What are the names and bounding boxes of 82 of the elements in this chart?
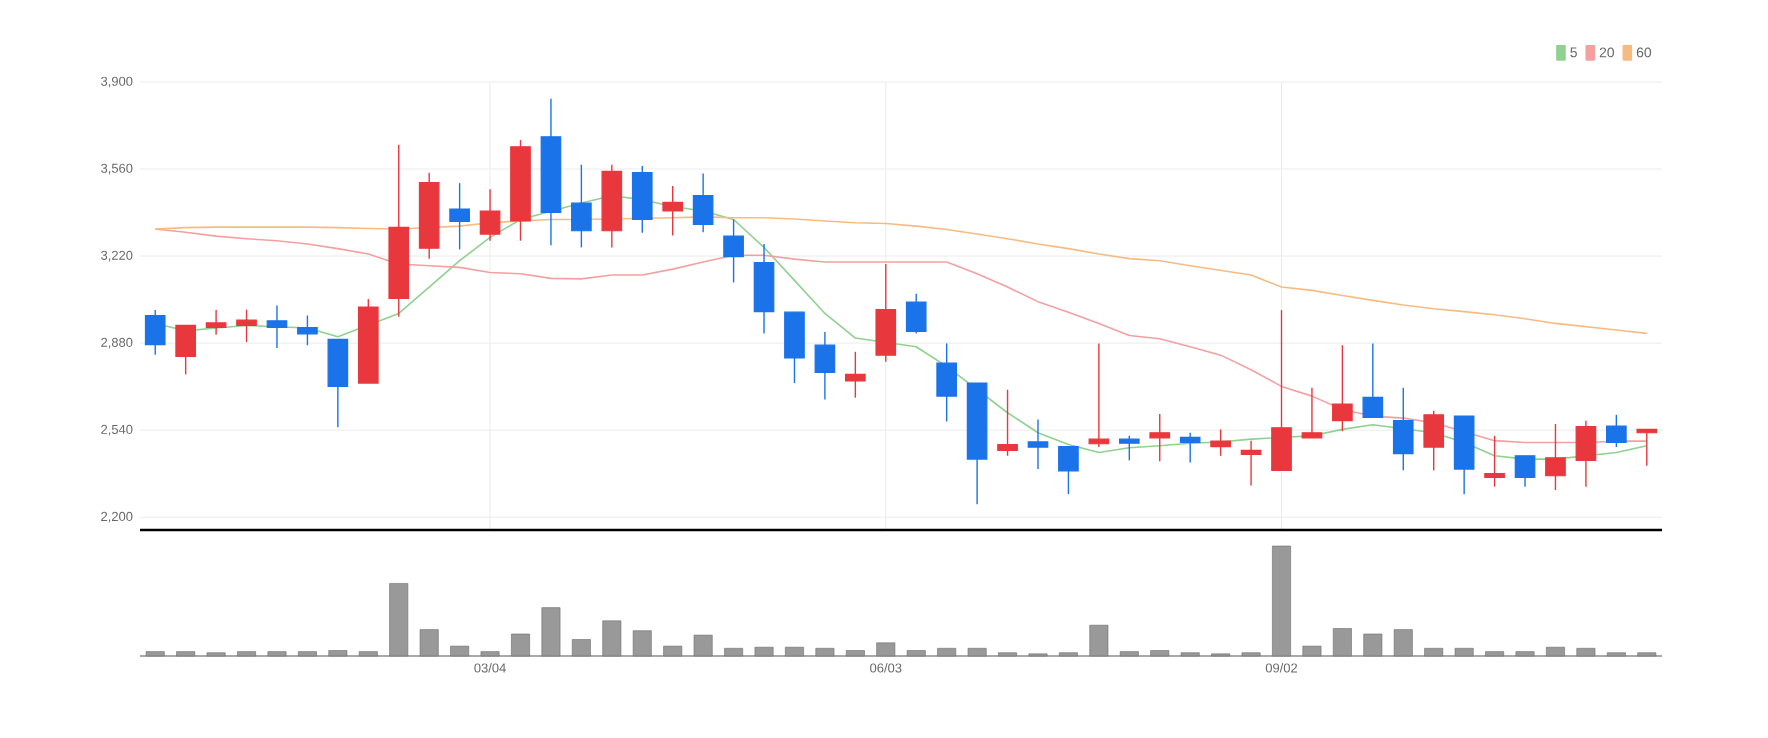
bar bbox=[267, 651, 287, 657]
bar bbox=[876, 642, 896, 657]
bar bbox=[541, 607, 561, 657]
bar bbox=[785, 646, 804, 657]
bar bbox=[1576, 648, 1596, 657]
candlestick bbox=[1636, 428, 1658, 467]
bar bbox=[389, 583, 409, 657]
candlestick bbox=[266, 304, 288, 349]
candlestick bbox=[1240, 439, 1262, 487]
bar bbox=[693, 634, 713, 657]
bar bbox=[1119, 651, 1139, 657]
bar bbox=[450, 645, 470, 657]
candlestick bbox=[905, 293, 927, 335]
bar bbox=[663, 645, 683, 657]
bar bbox=[632, 630, 652, 657]
candlestick bbox=[1088, 342, 1110, 448]
candlestick bbox=[997, 389, 1018, 457]
bar bbox=[571, 639, 591, 657]
candlestick bbox=[692, 172, 714, 233]
candlestick bbox=[327, 338, 349, 429]
candlestick bbox=[784, 311, 805, 384]
candlestick bbox=[297, 314, 318, 346]
bar bbox=[602, 620, 622, 657]
candlestick bbox=[845, 351, 866, 399]
bar bbox=[358, 651, 378, 657]
bar bbox=[1515, 651, 1535, 657]
bar bbox=[754, 646, 774, 657]
candlestick bbox=[1392, 386, 1414, 472]
candlestick bbox=[1514, 455, 1536, 488]
bar bbox=[1485, 651, 1505, 657]
candlestick bbox=[936, 342, 958, 423]
bar bbox=[724, 648, 744, 657]
candlestick bbox=[1027, 418, 1049, 470]
candlestick bbox=[1210, 428, 1231, 457]
bar bbox=[1272, 545, 1291, 657]
candlestick bbox=[205, 309, 227, 336]
candlestick bbox=[1606, 414, 1627, 448]
bar bbox=[1089, 624, 1109, 657]
bar bbox=[906, 650, 926, 657]
candlestick bbox=[479, 188, 501, 242]
candlestick bbox=[814, 331, 836, 401]
bar bbox=[237, 651, 256, 657]
bar bbox=[328, 650, 348, 657]
candlestick bbox=[571, 163, 592, 249]
bar bbox=[815, 648, 835, 657]
candlestick bbox=[723, 218, 744, 284]
candlestick bbox=[875, 263, 897, 363]
candlestick bbox=[1058, 445, 1079, 495]
candlestick bbox=[1149, 413, 1171, 462]
bar bbox=[1393, 629, 1413, 657]
candlestick bbox=[1332, 344, 1353, 432]
candlestick bbox=[449, 182, 470, 251]
bar bbox=[967, 648, 987, 657]
candlestick bbox=[662, 185, 684, 237]
candlestick bbox=[1118, 435, 1140, 462]
candlestick bbox=[1545, 423, 1566, 491]
candlestick bbox=[1362, 342, 1384, 419]
bar bbox=[1332, 628, 1352, 657]
bar bbox=[1150, 650, 1170, 657]
bar bbox=[1454, 648, 1474, 657]
candlestick bbox=[175, 324, 196, 376]
bar bbox=[937, 648, 957, 657]
candlestick bbox=[1575, 420, 1597, 488]
candlestick bbox=[236, 308, 257, 343]
bar bbox=[419, 629, 439, 657]
candlestick bbox=[1179, 432, 1201, 464]
bar bbox=[297, 651, 317, 657]
bar bbox=[1424, 648, 1444, 657]
bar bbox=[1302, 645, 1322, 657]
bar bbox=[1363, 633, 1383, 657]
bar bbox=[480, 651, 500, 657]
candlestick bbox=[631, 165, 653, 234]
candlestick bbox=[1271, 309, 1292, 472]
bar bbox=[1546, 646, 1565, 657]
bar bbox=[511, 633, 530, 657]
bar bbox=[845, 650, 865, 657]
candlestick bbox=[1423, 410, 1445, 472]
candlestick bbox=[1484, 435, 1505, 488]
bar bbox=[145, 651, 165, 657]
candlestick bbox=[1301, 386, 1323, 439]
candlestick bbox=[144, 309, 166, 356]
bar bbox=[176, 651, 196, 657]
